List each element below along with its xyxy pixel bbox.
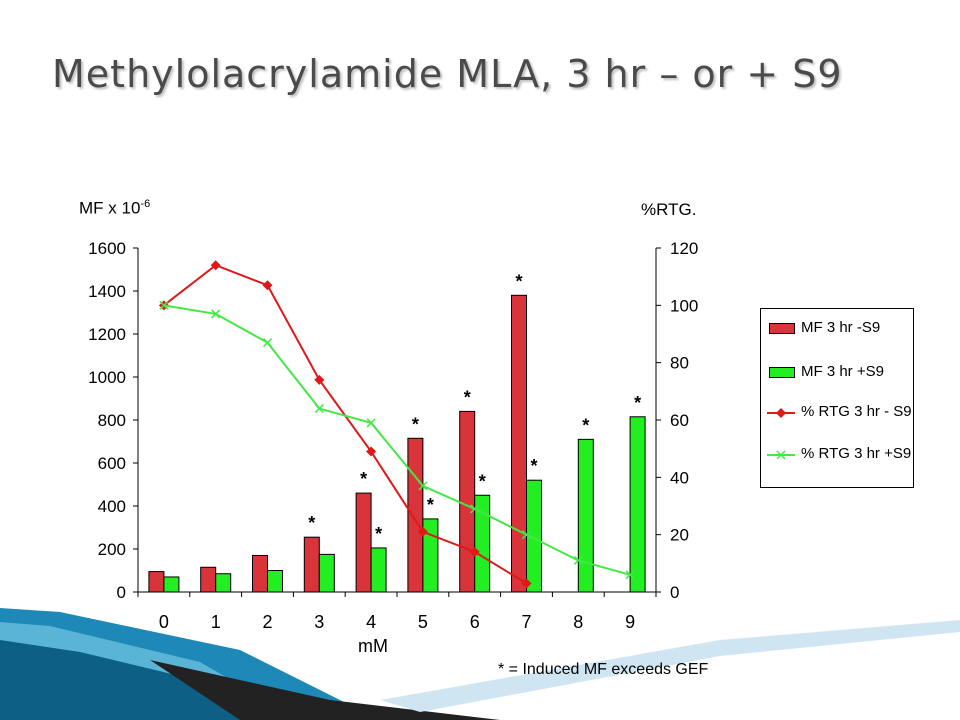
point-rtg-minus-s9 — [366, 446, 377, 457]
bar-mf-minus-s9 — [355, 492, 372, 593]
x-tick-label: 4 — [366, 612, 376, 632]
point-rtg-plus-s9 — [366, 418, 376, 428]
y-left-axis-label-base: MF x 10 — [79, 198, 141, 218]
point-rtg-plus-s9 — [470, 504, 480, 514]
legend-line-red-diamond — [767, 408, 795, 418]
significance-asterisk: * — [634, 393, 641, 413]
point-rtg-plus-s9 — [521, 530, 532, 540]
y-left-axis-label-exponent: -6 — [140, 198, 151, 210]
point-rtg-plus-s9 — [211, 309, 221, 319]
point-rtg-plus-s9 — [625, 570, 635, 580]
y-right-tick-label: 100 — [670, 296, 698, 315]
significance-asterisk: * — [412, 414, 419, 434]
y-right-tick-label: 60 — [670, 411, 689, 430]
point-rtg-minus-s9 — [521, 578, 532, 589]
x-tick-label: 9 — [625, 612, 635, 632]
bar-mf-plus-s9 — [215, 573, 232, 593]
slide-title: Methylolacrylamide MLA, 3 hr – or + S9 — [52, 52, 843, 96]
x-tick-label: 0 — [159, 612, 169, 632]
bar-mf-minus-s9 — [511, 294, 527, 593]
legend-label: MF 3 hr +S9 — [801, 363, 884, 380]
legend-swatch-green-bar — [769, 367, 795, 378]
bar-mf-minus-s9 — [407, 437, 424, 593]
point-rtg-minus-s9 — [262, 280, 273, 291]
bar-mf-minus-s9 — [303, 536, 320, 593]
legend-line-green-x — [767, 450, 795, 460]
y-left-tick-label: 1000 — [88, 368, 126, 387]
x-tick-label: 5 — [418, 612, 428, 632]
bar-mf-minus-s9 — [252, 554, 268, 593]
y-left-tick-label: 800 — [98, 411, 126, 430]
bar-mf-plus-s9 — [526, 479, 542, 593]
bar-mf-plus-s9 — [629, 416, 646, 593]
significance-asterisk: * — [308, 513, 315, 533]
point-rtg-minus-s9 — [417, 526, 428, 537]
y-right-tick-label: 0 — [670, 583, 679, 602]
point-rtg-minus-s9 — [469, 546, 480, 557]
legend: MF 3 hr -S9 MF 3 hr +S9 % RTG 3 hr - S9 … — [760, 308, 914, 488]
legend-label: % RTG 3 hr - S9 — [801, 403, 912, 420]
point-rtg-minus-s9 — [210, 260, 221, 271]
y-right-axis-label: %RTG. — [641, 200, 697, 219]
y-left-tick-label: 200 — [98, 540, 126, 559]
bar-mf-plus-s9 — [577, 438, 594, 593]
bar-mf-plus-s9 — [318, 553, 335, 593]
y-left-tick-label: 400 — [98, 497, 126, 516]
significance-asterisk: * — [464, 387, 471, 407]
deco-swoosh-pale — [380, 620, 960, 712]
y-right-tick-label: 120 — [670, 239, 698, 258]
significance-asterisk: * — [515, 271, 522, 291]
x-tick-label: 3 — [314, 612, 324, 632]
y-right-tick-label: 20 — [670, 526, 689, 545]
bar-mf-plus-s9 — [474, 494, 491, 593]
significance-asterisk: * — [427, 495, 434, 515]
bar-mf-plus-s9 — [267, 570, 283, 593]
x-tick-label: 1 — [211, 612, 221, 632]
bar-mf-minus-s9 — [459, 410, 476, 593]
significance-asterisk: * — [360, 469, 367, 489]
point-rtg-plus-s9 — [314, 404, 324, 414]
y-left-tick-label: 1600 — [88, 239, 126, 258]
point-rtg-plus-s9 — [573, 555, 583, 565]
y-right-tick-label: 80 — [670, 354, 689, 373]
bar-mf-plus-s9 — [370, 547, 387, 593]
significance-asterisk: * — [530, 456, 537, 476]
x-tick-label: 2 — [262, 612, 272, 632]
point-rtg-plus-s9 — [418, 481, 428, 491]
legend-label: % RTG 3 hr +S9 — [801, 445, 912, 462]
x-tick-label: 8 — [573, 612, 583, 632]
significance-asterisk: * — [479, 471, 486, 491]
y-left-axis-label: MF x 10-6 — [79, 198, 150, 219]
y-left-tick-label: 1200 — [88, 325, 126, 344]
bar-mf-minus-s9 — [148, 571, 165, 593]
footnote: * = Induced MF exceeds GEF — [498, 661, 709, 678]
legend-swatch-red-bar — [769, 323, 795, 334]
bar-mf-minus-s9 — [200, 566, 217, 593]
y-left-tick-label: 1400 — [88, 282, 126, 301]
y-left-tick-label: 600 — [98, 454, 126, 473]
bar-mf-plus-s9 — [163, 576, 180, 593]
significance-asterisk: * — [375, 524, 382, 544]
legend-label: MF 3 hr -S9 — [801, 319, 881, 336]
point-rtg-plus-s9 — [262, 338, 273, 348]
y-left-tick-label: 0 — [117, 583, 126, 602]
x-axis-label: mM — [358, 636, 388, 656]
y-right-tick-label: 40 — [670, 468, 689, 487]
x-tick-label: 7 — [521, 612, 531, 632]
line-rtg-plus-s9 — [163, 304, 631, 576]
point-rtg-minus-s9 — [314, 374, 325, 385]
x-tick-label: 6 — [470, 612, 480, 632]
significance-asterisk: * — [582, 415, 589, 435]
point-rtg-plus-s9 — [159, 300, 169, 310]
deco-swoosh-black — [150, 660, 500, 720]
